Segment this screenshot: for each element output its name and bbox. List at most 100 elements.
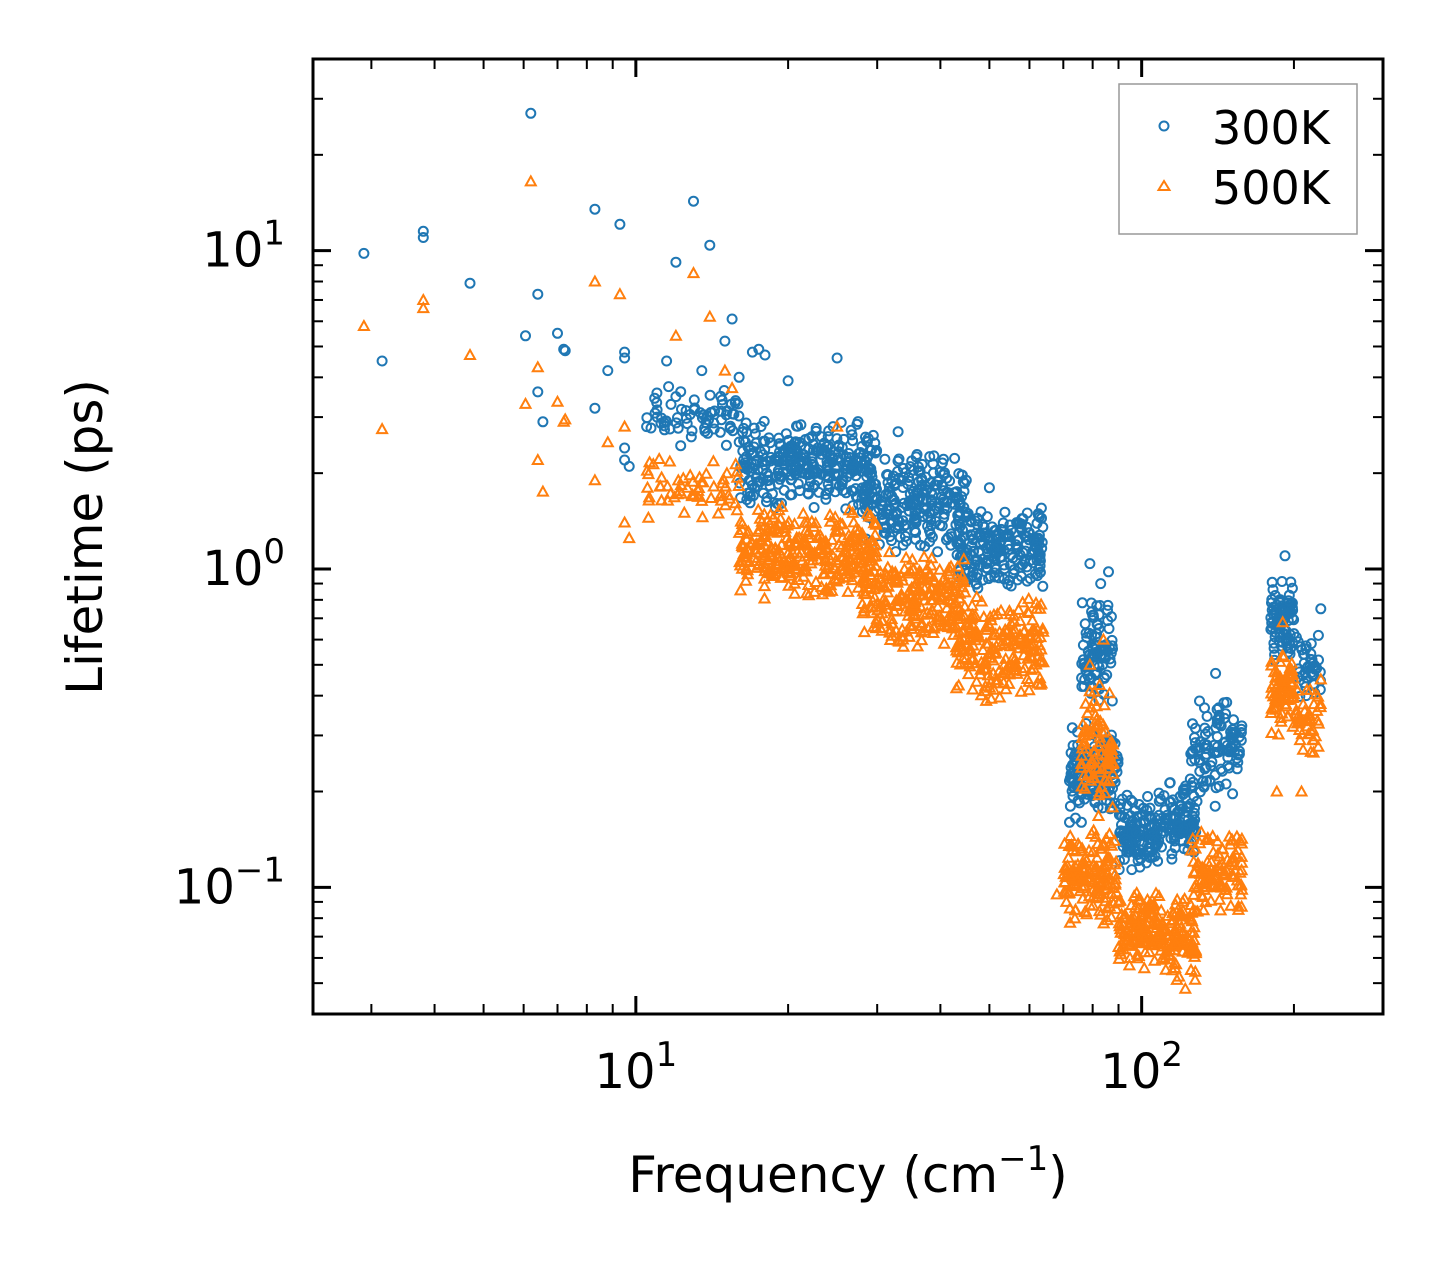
point-300k xyxy=(799,452,811,464)
point-500k xyxy=(936,614,951,627)
point-500k xyxy=(653,479,668,492)
y-tick-label: 10−1 xyxy=(174,850,285,915)
point-300k xyxy=(1082,670,1094,682)
point-300k xyxy=(1186,745,1198,757)
point-300k xyxy=(1169,842,1181,854)
point-500k xyxy=(1231,842,1245,855)
point-500k xyxy=(1168,960,1182,973)
point-300k xyxy=(989,571,1001,583)
point-500k xyxy=(924,581,938,594)
point-500k xyxy=(1223,837,1238,850)
point-500k xyxy=(863,567,877,580)
point-500k xyxy=(897,562,912,575)
point-300k xyxy=(376,355,388,367)
point-300k xyxy=(975,506,987,518)
point-300k xyxy=(1034,511,1045,523)
point-500k xyxy=(754,541,769,554)
point-500k xyxy=(531,452,545,465)
point-300k xyxy=(1002,578,1014,590)
point-500k xyxy=(953,602,967,615)
point-300k xyxy=(1222,745,1233,756)
point-300k xyxy=(1191,795,1203,807)
point-500k xyxy=(1314,672,1328,685)
point-500k xyxy=(1185,940,1200,953)
point-500k xyxy=(878,594,893,607)
point-500k xyxy=(1007,622,1021,635)
point-500k xyxy=(722,491,737,504)
point-300k xyxy=(675,440,687,452)
point-500k xyxy=(1294,784,1309,797)
point-300k xyxy=(651,387,663,399)
point-500k xyxy=(869,616,884,629)
point-300k xyxy=(919,540,931,552)
point-500k xyxy=(895,590,909,603)
point-300k xyxy=(1156,841,1167,853)
point-500k xyxy=(968,608,983,621)
point-500k xyxy=(1187,866,1201,879)
point-300k xyxy=(787,440,799,452)
point-500k xyxy=(947,584,961,597)
point-500k xyxy=(927,621,941,634)
point-500k xyxy=(1200,854,1214,867)
point-300k xyxy=(983,573,995,585)
point-500k xyxy=(1267,665,1282,678)
point-300k xyxy=(726,313,738,325)
point-500k xyxy=(914,633,929,646)
point-500k xyxy=(1152,888,1166,901)
point-500k xyxy=(778,521,792,534)
point-300k xyxy=(808,502,820,513)
point-300k xyxy=(1164,777,1176,789)
point-500k xyxy=(1302,706,1316,719)
point-500k xyxy=(857,625,872,638)
point-500k xyxy=(1230,829,1244,842)
point-500k xyxy=(1120,934,1135,947)
point-300k xyxy=(1105,647,1117,659)
point-500k xyxy=(1234,899,1249,912)
point-300k xyxy=(1172,817,1184,829)
point-300k xyxy=(909,525,921,537)
point-500k xyxy=(905,619,919,632)
point-500k xyxy=(1076,891,1090,904)
point-500k xyxy=(795,538,809,551)
point-300k xyxy=(911,449,923,460)
point-500k xyxy=(1034,597,1048,610)
point-500k xyxy=(1286,690,1300,703)
point-500k xyxy=(692,480,706,493)
point-500k xyxy=(652,451,666,464)
legend-label-500k: 500K xyxy=(1212,161,1332,215)
point-300k xyxy=(984,531,995,543)
point-300k xyxy=(1065,747,1077,759)
point-500k xyxy=(1264,725,1279,738)
point-500k xyxy=(870,596,885,609)
point-500k xyxy=(966,627,980,640)
legend-marker-500k xyxy=(1156,179,1172,191)
point-300k xyxy=(909,497,921,508)
point-300k xyxy=(1134,861,1146,873)
point-500k xyxy=(969,674,984,687)
point-300k xyxy=(971,571,983,583)
point-300k xyxy=(1200,748,1212,760)
point-500k xyxy=(916,570,931,583)
point-300k xyxy=(927,489,939,501)
point-300k xyxy=(1218,697,1230,709)
point-300k xyxy=(1305,667,1317,679)
point-300k xyxy=(1204,775,1216,787)
point-300k xyxy=(464,277,476,289)
point-300k xyxy=(670,417,682,429)
point-500k xyxy=(1206,873,1221,886)
point-500k xyxy=(1092,677,1107,690)
point-500k xyxy=(1275,706,1289,719)
point-300k xyxy=(1093,623,1105,634)
point-300k xyxy=(753,343,765,355)
point-500k xyxy=(819,534,833,547)
point-300k xyxy=(1122,843,1134,855)
point-500k xyxy=(950,608,964,621)
point-500k xyxy=(1076,737,1090,750)
point-300k xyxy=(1008,564,1020,576)
point-300k xyxy=(764,437,776,449)
point-500k xyxy=(984,691,998,704)
point-500k xyxy=(1148,910,1162,923)
point-500k xyxy=(1279,697,1293,710)
point-300k xyxy=(358,247,370,259)
point-500k xyxy=(933,562,947,575)
